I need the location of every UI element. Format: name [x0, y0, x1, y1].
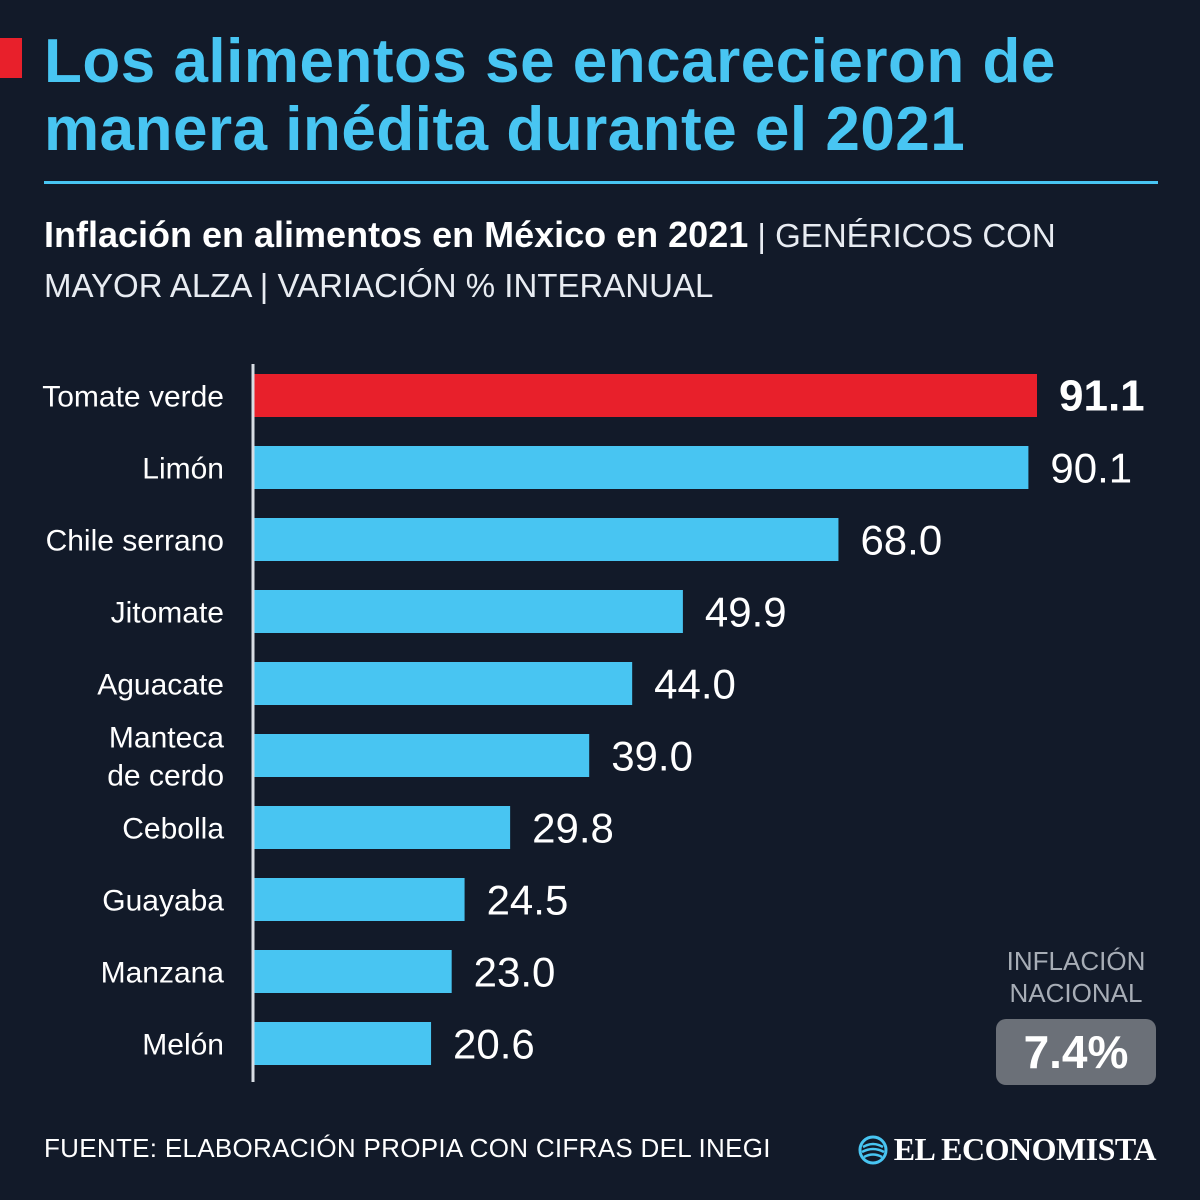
category-label: Limón — [142, 453, 224, 486]
category-label: Manteca — [109, 722, 224, 755]
category-label: Tomate verde — [42, 381, 224, 414]
globe-icon — [858, 1135, 888, 1164]
bar-chart: 91.1 Tomate verde 90.1 Limón 68.0 Chile serra… — [42, 364, 1145, 1082]
bar — [254, 590, 683, 633]
national-inflation-label: INFLACIÓN NACIONAL — [1006, 946, 1146, 1008]
title-divider — [44, 181, 1158, 184]
brand-name: EL ECONOMISTA — [893, 1131, 1157, 1167]
category-label: Cebolla — [122, 813, 224, 846]
category-label: Manzana — [101, 957, 225, 990]
national-inflation-box: INFLACIÓN NACIONAL 7.4% — [996, 945, 1156, 1085]
page-title: Los alimentos se encarecieron de manera … — [44, 27, 1056, 164]
category-label: Melón — [142, 1029, 224, 1062]
bar — [254, 518, 839, 561]
chart-subtitle: Inflación en alimentos en México en 2021… — [44, 210, 1164, 311]
bar — [254, 878, 465, 921]
brand-logo: EL ECONOMISTA — [858, 1131, 1157, 1168]
value-label: 49.9 — [705, 589, 787, 636]
source-note: FUENTE: ELABORACIÓN PROPIA CON CIFRAS DE… — [44, 1133, 771, 1163]
subtitle-main: Inflación en alimentos en México en 2021 — [44, 214, 749, 255]
bar — [254, 446, 1029, 489]
category-label: Aguacate — [97, 669, 224, 702]
value-label: 39.0 — [611, 733, 693, 780]
category-label: Jitomate — [111, 597, 224, 630]
value-label: 24.5 — [487, 877, 569, 924]
category-label: Chile serrano — [46, 525, 224, 558]
category-label: de cerdo — [107, 760, 224, 793]
bar — [254, 662, 633, 705]
value-label: 29.8 — [532, 805, 614, 852]
national-inflation-value: 7.4% — [996, 1019, 1156, 1085]
bar — [254, 1022, 432, 1065]
value-label: 90.1 — [1050, 445, 1132, 492]
value-label: 20.6 — [453, 1021, 535, 1068]
subtitle-detail: | GENÉRICOS CON MAYOR ALZA | VARIACIÓN %… — [44, 217, 1056, 304]
bar — [254, 950, 452, 993]
bar — [254, 734, 590, 777]
value-label: 44.0 — [654, 661, 736, 708]
category-label: Guayaba — [102, 885, 224, 918]
value-label: 91.1 — [1059, 372, 1145, 421]
value-label: 23.0 — [474, 949, 556, 996]
bar — [254, 806, 511, 849]
value-label: 68.0 — [860, 517, 942, 564]
title-accent-mark — [0, 38, 22, 78]
bar — [254, 374, 1037, 417]
